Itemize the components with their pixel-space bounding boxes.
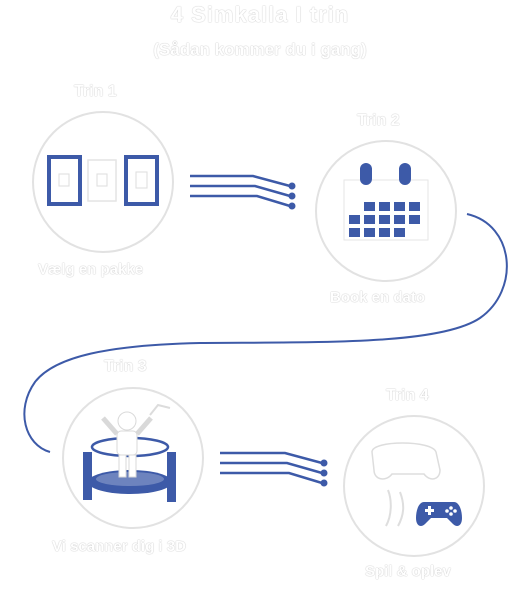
step-2-caption: Book en dato bbox=[330, 289, 426, 306]
step-4-label: Trin 4 bbox=[386, 387, 429, 404]
connector-dots-1-2 bbox=[288, 182, 296, 210]
step-2-label: Trin 2 bbox=[357, 112, 400, 129]
connector-dots-3-4 bbox=[320, 459, 328, 487]
diagram-title: 4 Simkalla I trin bbox=[170, 2, 350, 27]
calendar-icon bbox=[343, 163, 429, 241]
package-cards-icon bbox=[47, 155, 159, 206]
connector-2-3 bbox=[23, 213, 508, 453]
connector-3-4 bbox=[220, 451, 323, 485]
step-4-circle bbox=[343, 415, 485, 557]
diagram-subtitle: (Sådan kommer du i gang) bbox=[153, 40, 367, 59]
step-4-caption: Spil & oplev bbox=[365, 563, 451, 580]
step-3-label: Trin 3 bbox=[104, 358, 147, 375]
connector-1-2 bbox=[190, 174, 291, 208]
step-3-caption: Vi scanner dig i 3D bbox=[52, 538, 186, 555]
scanner-person-icon bbox=[83, 403, 176, 502]
step-1-label: Trin 1 bbox=[74, 83, 117, 100]
gamepad-icon bbox=[371, 442, 462, 527]
step-1-caption: Vælg en pakke bbox=[38, 261, 144, 278]
